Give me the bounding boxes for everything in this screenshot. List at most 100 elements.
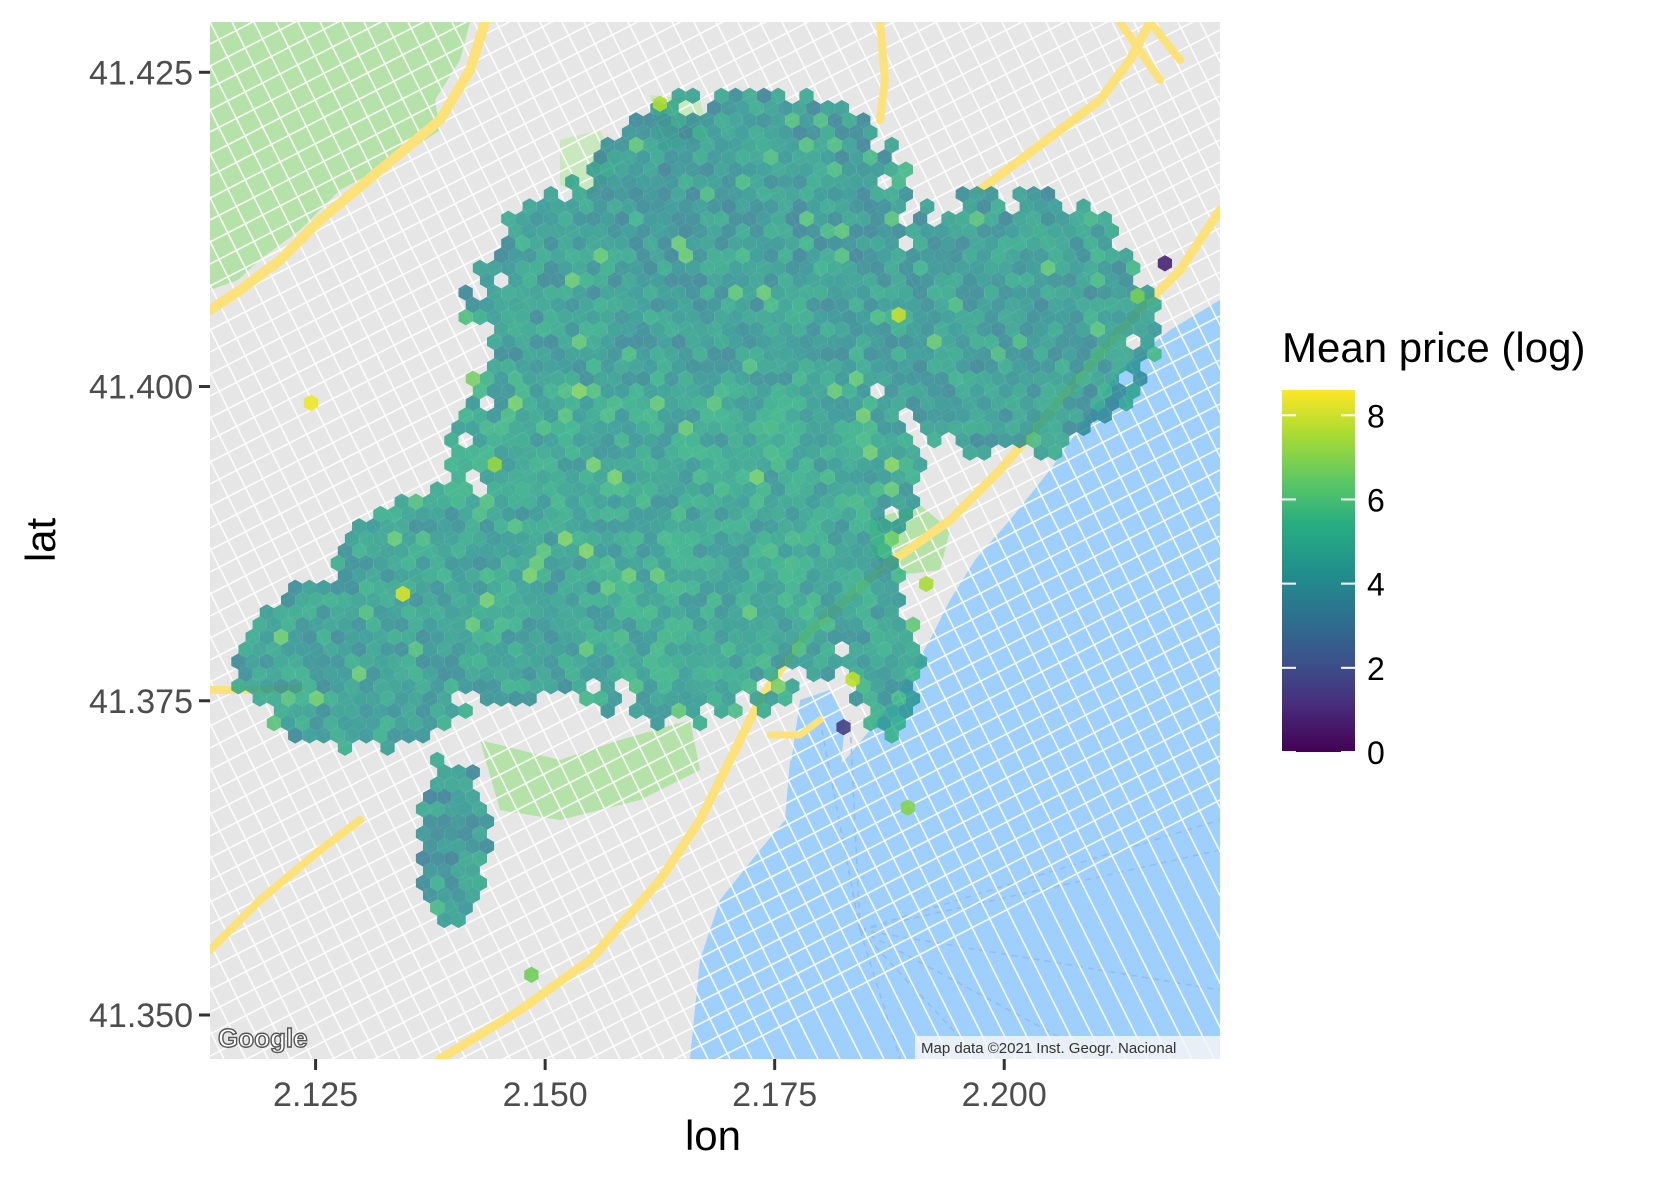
hexbin-cell [685,136,700,154]
hexbin-cell [877,198,892,215]
hexbin-cell [451,468,466,486]
hexbin-cell [359,702,374,719]
hexbin-cell [415,530,431,547]
hexbin-cell [778,272,793,289]
hexbin-cell [756,112,771,129]
hexbin-cell [1104,247,1119,264]
hexbin-cell [941,235,956,252]
hexbin-cell [1133,321,1148,338]
hexbin-cell [827,604,842,621]
hexbin-cell [664,641,679,658]
hexbin-cell [550,641,566,658]
hexbin-cell [827,136,842,154]
hexbin-cell [522,345,537,363]
hexbin-cell [678,468,693,486]
hexbin-cell [1048,247,1063,264]
hexbin-cell [629,579,644,596]
hexbin-cell [1126,309,1141,326]
hexbin-cell [643,432,658,449]
hexbin-cell [685,407,700,424]
hexbin-cell [487,358,502,375]
hexbin-cell [863,641,878,658]
hexbin-cell [792,124,807,141]
hexbin-cell [685,161,700,178]
hexbin-cell [352,714,367,732]
hexbin-cell [934,272,949,289]
hexbin-cell [792,468,807,486]
hexbin-cell [707,99,722,117]
hexbin-cell [465,419,480,437]
hexbin-cell [430,801,445,818]
hexbin-cell [465,665,480,683]
hexbin-cell [494,370,509,387]
hexbin-cell [394,567,409,584]
hexbin-cell [984,382,999,400]
hexbin-cell [749,419,764,437]
hexbin-cell [1005,222,1020,240]
hexbin-cell [763,591,779,609]
hexbin-cell [707,493,722,510]
hexbin-cell [479,567,495,584]
hexbin-cell [785,259,800,277]
hexbin-cell [259,653,274,670]
hexbin-cell [714,505,729,523]
hexbin-cell [820,444,835,461]
hexbin-cell [756,555,771,572]
hexbin-cell [742,87,757,104]
hexbin-cell [1069,210,1084,227]
hexbin-cell [508,665,523,683]
hexbin-cell [685,505,700,523]
hexbin-cell [636,173,651,191]
hexbin-cell [664,124,679,141]
hexbin-cell [543,628,558,646]
hexbin-cell [558,653,573,670]
hexbin-cell-outlier [303,394,319,412]
hexbin-cell [1140,333,1155,350]
hexbin-cell [806,247,821,264]
hexbin-cell [579,567,594,584]
hexbin-cell [849,247,864,264]
hexbin-cell [636,321,651,338]
hexbin-cell [934,345,949,363]
hexbin-cell [636,468,651,486]
hexbin-cell [501,358,516,375]
hexbin-cell [756,481,771,498]
hexbin-cell [380,739,395,756]
hexbin-cell [735,173,750,191]
hexbin-cell [678,419,693,437]
hexbin-cell [778,616,793,633]
hexbin-cell [671,432,686,449]
hexbin-cell [607,321,622,338]
hexbin-cell [813,604,828,621]
hexbin-cell [984,333,999,350]
hexbin-cell [792,198,807,215]
hexbin-cell [458,678,473,695]
hexbin-cell [891,370,906,387]
hexbin-cell [600,136,615,154]
hexbin-cell [977,272,992,289]
hexbin-cell [302,604,317,621]
hexbin-cell [352,616,367,633]
hexbin-cell [572,358,587,375]
hexbin-cell [735,370,750,387]
hexbin-cell [600,358,615,375]
hexbin-cell [692,173,708,191]
hexbin-cell [735,616,750,633]
hexbin-cell [657,136,672,154]
street-line [287,579,1220,1059]
hexbin-cell [259,628,274,646]
hexbin-cell [884,161,899,178]
hexbin-cell [692,468,708,486]
hexbin-cell [600,481,615,498]
hexbin-cell [898,382,913,400]
hexbin-cell [721,444,736,461]
hexbin-cell [977,345,992,363]
hexbin-cell [771,358,786,375]
hexbin-cell [927,432,942,449]
hexbin-cell [870,505,885,523]
hexbin-cell [607,198,622,215]
hexbin-cell [792,272,807,289]
hexbin-cell [849,370,864,387]
hexbin-cell [579,321,594,338]
hexbin-cell [671,87,686,104]
